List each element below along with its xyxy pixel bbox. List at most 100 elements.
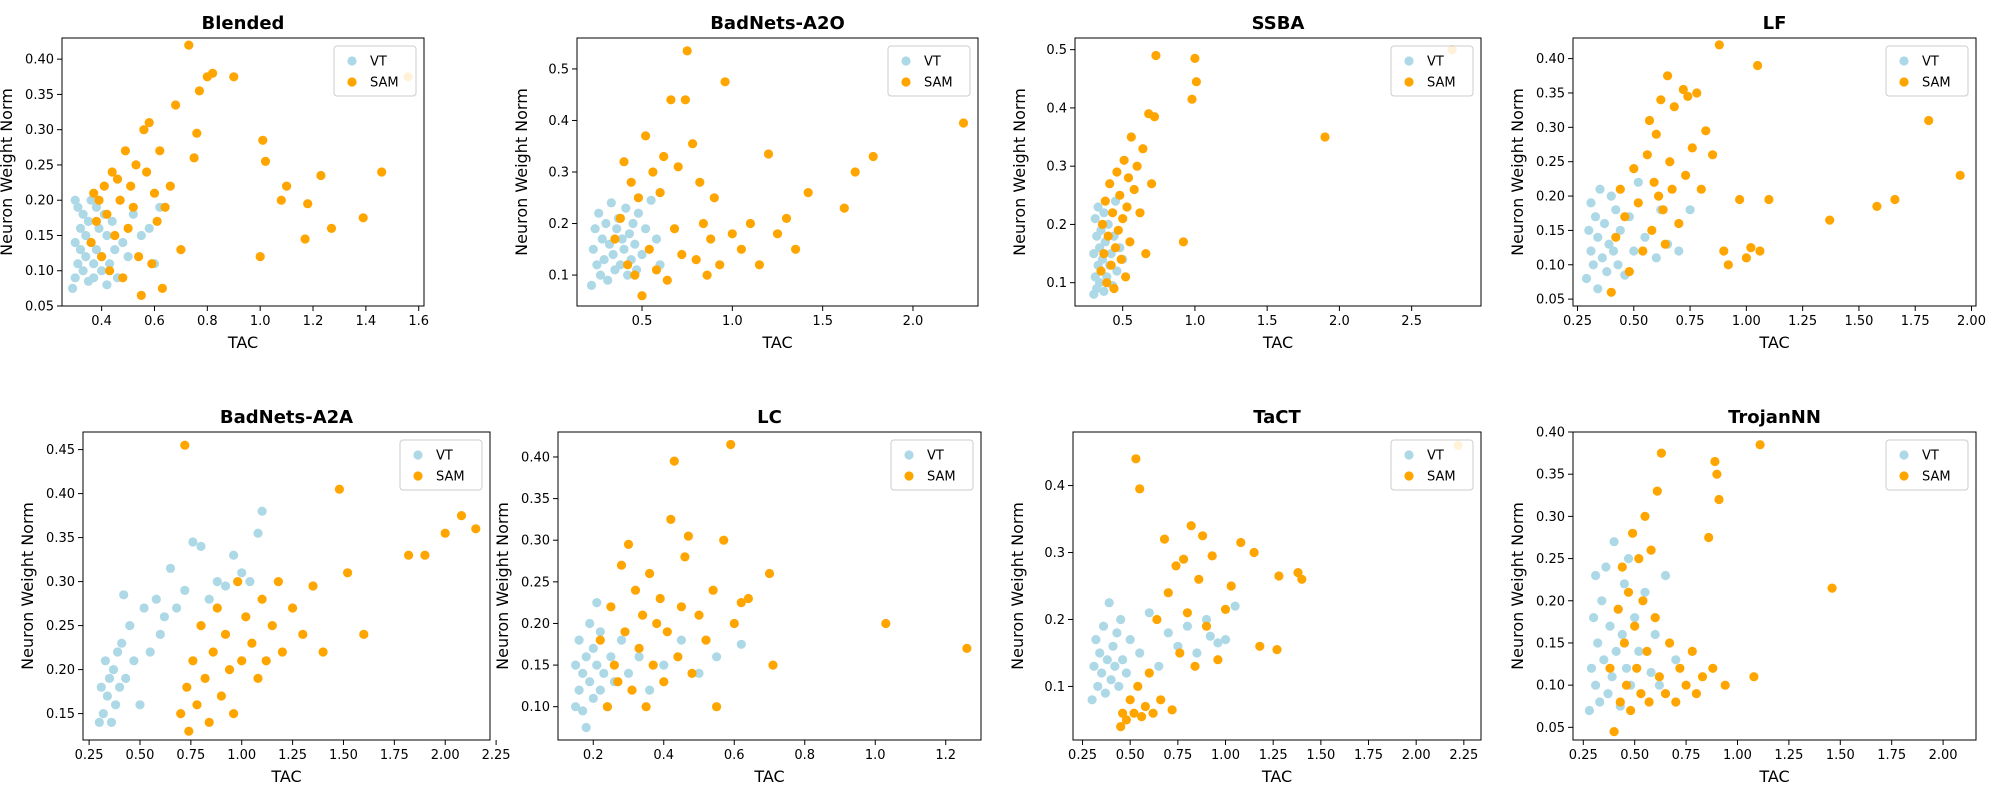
series-sam — [176, 440, 481, 736]
data-point — [616, 635, 627, 645]
data-point — [176, 245, 186, 255]
y-tick-label: 0.25 — [46, 619, 75, 634]
data-point — [1102, 655, 1112, 665]
data-point — [669, 224, 680, 234]
data-point — [772, 229, 783, 239]
y-tick-label: 0.40 — [25, 53, 54, 68]
data-point — [610, 234, 620, 244]
data-point — [1274, 571, 1284, 581]
data-point — [159, 612, 169, 622]
data-point — [1144, 668, 1154, 678]
legend-entry: SAM — [1427, 470, 1456, 485]
x-tick-label: 0.6 — [724, 748, 745, 763]
y-tick-label: 0.2 — [1046, 218, 1067, 233]
data-point — [677, 249, 687, 260]
data-point — [1584, 705, 1594, 716]
data-point — [1255, 641, 1265, 651]
data-point — [1113, 225, 1123, 235]
data-point — [241, 612, 251, 622]
data-point — [121, 673, 131, 684]
data-point — [1601, 562, 1611, 572]
data-point — [1741, 253, 1751, 263]
data-point — [1140, 701, 1150, 712]
data-point — [645, 568, 655, 579]
data-point — [107, 167, 117, 177]
data-point — [655, 188, 665, 198]
data-point — [89, 259, 99, 269]
x-tick-label: 1.00 — [227, 748, 256, 763]
data-point — [1112, 167, 1122, 177]
legend-entry: SAM — [924, 76, 953, 91]
data-point — [1646, 545, 1656, 555]
data-point — [111, 700, 121, 710]
x-tick-label: 0.75 — [1163, 748, 1192, 763]
data-point — [1114, 681, 1124, 692]
data-point — [1708, 150, 1718, 160]
data-point — [261, 656, 271, 666]
data-point — [1118, 708, 1128, 718]
legend: VT SAM — [887, 45, 971, 97]
data-point — [136, 230, 146, 241]
data-point — [1719, 246, 1729, 256]
data-point — [276, 195, 286, 205]
data-point — [1100, 196, 1110, 206]
legend-marker — [901, 77, 911, 87]
x-tick-label: 1.00 — [1723, 748, 1752, 763]
legend-marker — [413, 471, 423, 481]
data-point — [1135, 648, 1145, 658]
y-tick-label: 0.15 — [1536, 224, 1565, 239]
data-point — [358, 213, 368, 223]
y-tick-label: 0.20 — [1536, 594, 1565, 609]
data-point — [83, 216, 93, 226]
data-point — [196, 541, 206, 552]
legend-marker — [1899, 471, 1909, 481]
data-point — [1640, 587, 1650, 597]
data-point — [586, 280, 597, 290]
data-point — [588, 643, 598, 654]
data-point — [571, 702, 581, 712]
y-tick-label: 0.30 — [25, 123, 54, 138]
scatter-panel: SSBA 0.5 1.0 1.5 2.0 2.5 0.1 0.2 0.3 0.4 0.5 TAC Neu… — [1010, 13, 1482, 352]
x-tick-label: 1.00 — [1211, 748, 1240, 763]
data-point — [736, 598, 746, 608]
data-point — [659, 660, 669, 670]
data-point — [763, 149, 774, 159]
data-point — [255, 252, 265, 262]
legend-marker — [904, 471, 914, 481]
data-point — [182, 682, 192, 692]
data-point — [1586, 198, 1596, 208]
y-tick-label: 0.15 — [25, 229, 54, 244]
data-point — [1236, 537, 1246, 548]
data-point — [1649, 177, 1659, 187]
legend-entry: VT — [436, 449, 453, 464]
y-tick-label: 0.30 — [46, 575, 75, 590]
series-vt — [1581, 177, 1695, 294]
data-point — [1207, 551, 1217, 561]
data-point — [727, 229, 737, 239]
data-point — [688, 139, 698, 149]
series-vt — [571, 598, 746, 733]
data-point — [81, 230, 91, 241]
data-point — [1095, 648, 1105, 658]
data-point — [208, 647, 218, 657]
data-point — [233, 577, 243, 587]
data-point — [613, 677, 623, 687]
data-point — [1678, 84, 1688, 95]
data-point — [1133, 681, 1143, 692]
data-point — [602, 702, 613, 712]
data-point — [1597, 253, 1607, 263]
data-point — [70, 273, 80, 283]
data-point — [1696, 184, 1706, 194]
data-point — [1106, 260, 1116, 270]
x-tick-label: 1.25 — [1259, 748, 1288, 763]
x-tick-label: 1.0 — [1185, 314, 1206, 329]
data-point — [1097, 668, 1107, 678]
data-point — [1135, 484, 1145, 494]
data-point — [715, 260, 725, 270]
data-point — [1121, 715, 1131, 725]
data-point — [1613, 260, 1623, 270]
x-tick-label: 2.0 — [1329, 314, 1350, 329]
data-point — [1599, 655, 1609, 665]
data-point — [112, 174, 123, 184]
data-point — [105, 266, 115, 276]
